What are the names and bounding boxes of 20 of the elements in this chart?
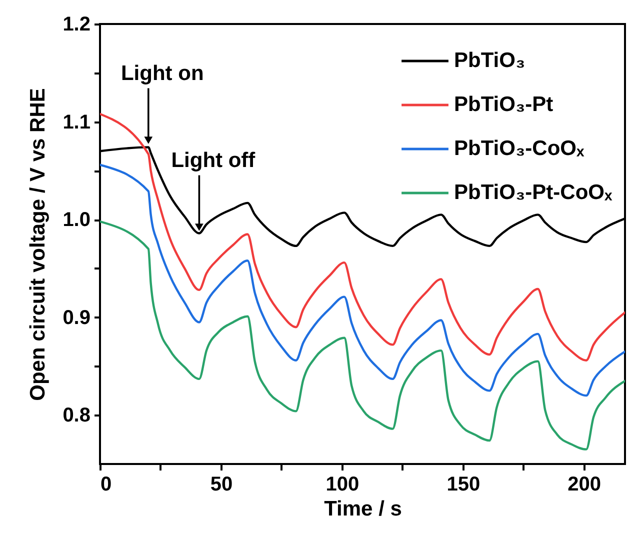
legend-label: PbTiO₃-Pt-CoOₓ <box>454 181 612 204</box>
y-tick-label: 0.9 <box>62 306 90 329</box>
legend-label: PbTiO₃ <box>454 49 526 72</box>
line-series <box>100 220 625 450</box>
x-tick-label: 100 <box>326 474 360 496</box>
x-tick-label: 200 <box>568 474 602 496</box>
y-tick-label: 0.8 <box>62 404 90 427</box>
y-tick-label: 1.2 <box>62 14 90 36</box>
y-tick-label: 1.0 <box>62 209 90 232</box>
annotation: Light off <box>171 149 256 172</box>
annotation: Light on <box>120 62 204 86</box>
y-axis-title: Open circuit voltage / V vs RHE <box>26 88 50 401</box>
x-axis-title: Time / s <box>324 498 402 520</box>
x-tick-label: 50 <box>210 474 233 496</box>
x-tick-label: 0 <box>100 474 112 496</box>
legend-label: PbTiO₃-Pt <box>454 93 554 116</box>
legend-label: PbTiO₃-CoOₓ <box>454 137 584 160</box>
line-series <box>100 112 625 362</box>
y-tick-label: 1.1 <box>62 111 90 134</box>
x-tick-label: 150 <box>446 474 480 496</box>
